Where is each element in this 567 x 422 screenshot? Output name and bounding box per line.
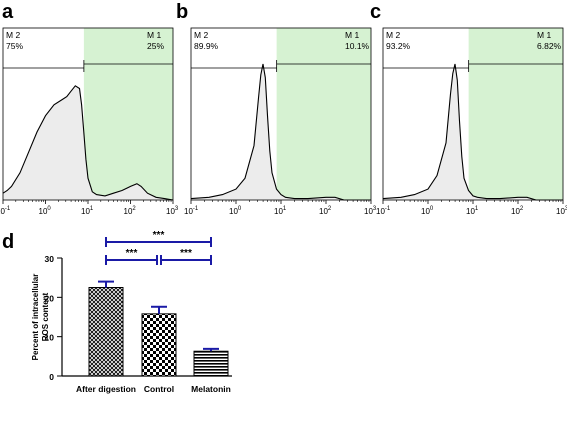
panel-letter-b: b <box>176 1 188 23</box>
histogram-line <box>382 63 563 201</box>
significance-label: *** <box>180 248 192 259</box>
x-category-label: Control <box>144 384 174 394</box>
gate-m1-region <box>276 28 371 200</box>
gate-m1-percent: 6.82% <box>537 41 562 51</box>
gate-m1-name: M 1 <box>147 30 161 40</box>
y-axis-label: Percent of intracellularROS content <box>31 274 50 361</box>
gate-m1-percent: 25% <box>147 41 164 51</box>
x-tick-label: 10-1 <box>0 206 11 216</box>
x-tick-label: 100 <box>421 206 434 216</box>
significance-label: *** <box>126 248 138 259</box>
bar <box>141 313 177 377</box>
histogram-line <box>190 63 371 201</box>
x-category-label: Melatonin <box>191 384 231 394</box>
x-tick-label: 103 <box>556 206 567 216</box>
x-tick-label: 101 <box>274 206 287 216</box>
gate-m1-region <box>83 28 173 200</box>
gate-m2-percent: 75% <box>6 41 23 51</box>
y-tick-label: 30 <box>45 254 55 264</box>
histogram-panel-b: M 289.9% M 110.1% 10-1 100 101 102 103 <box>184 27 377 216</box>
panel-letter-a: a <box>2 1 14 23</box>
x-tick-label: 102 <box>124 206 137 216</box>
x-category-label: After digestion <box>76 384 136 394</box>
bar <box>193 350 229 377</box>
panel-letter-d: d <box>2 231 14 253</box>
x-tick-label: 100 <box>229 206 242 216</box>
gate-m1-region <box>468 28 563 200</box>
gate-m1-percent: 10.1% <box>345 41 370 51</box>
gate-m2-name: M 2 <box>6 30 20 40</box>
y-tick-label: 20 <box>45 293 55 303</box>
x-tick-label: 102 <box>319 206 332 216</box>
x-tick-label: 10-1 <box>184 206 199 216</box>
y-tick-label: 0 <box>49 372 54 382</box>
x-tick-label: 101 <box>81 206 94 216</box>
y-tick-label: 10 <box>45 333 55 343</box>
significance-label: *** <box>153 230 165 241</box>
bar-chart-d: 0 10 20 30 Percent of intracellularROS conte… <box>31 230 232 394</box>
histogram-fill <box>3 85 173 200</box>
x-tick-label: 102 <box>511 206 524 216</box>
gate-m2-name: M 2 <box>386 30 400 40</box>
x-tick-label: 10-1 <box>376 206 391 216</box>
x-tick-label: 101 <box>466 206 479 216</box>
x-tick-label: 103 <box>166 206 179 216</box>
gate-m2-percent: 89.9% <box>194 41 219 51</box>
histogram-line <box>2 85 174 201</box>
x-tick-label: 103 <box>364 206 377 216</box>
gate-m1-name: M 1 <box>537 30 551 40</box>
gate-m2-name: M 2 <box>194 30 208 40</box>
gate-m1-name: M 1 <box>345 30 359 40</box>
gate-m2-percent: 93.2% <box>386 41 411 51</box>
x-tick-label: 100 <box>39 206 52 216</box>
histogram-panel-c: M 293.2% M 16.82% 10-1 100 101 102 103 <box>376 27 567 216</box>
histogram-panel-a: M 275% M 125% 10-1 100 101 102 103 <box>0 27 179 216</box>
panel-letter-c: c <box>370 1 381 23</box>
bar <box>88 287 124 377</box>
